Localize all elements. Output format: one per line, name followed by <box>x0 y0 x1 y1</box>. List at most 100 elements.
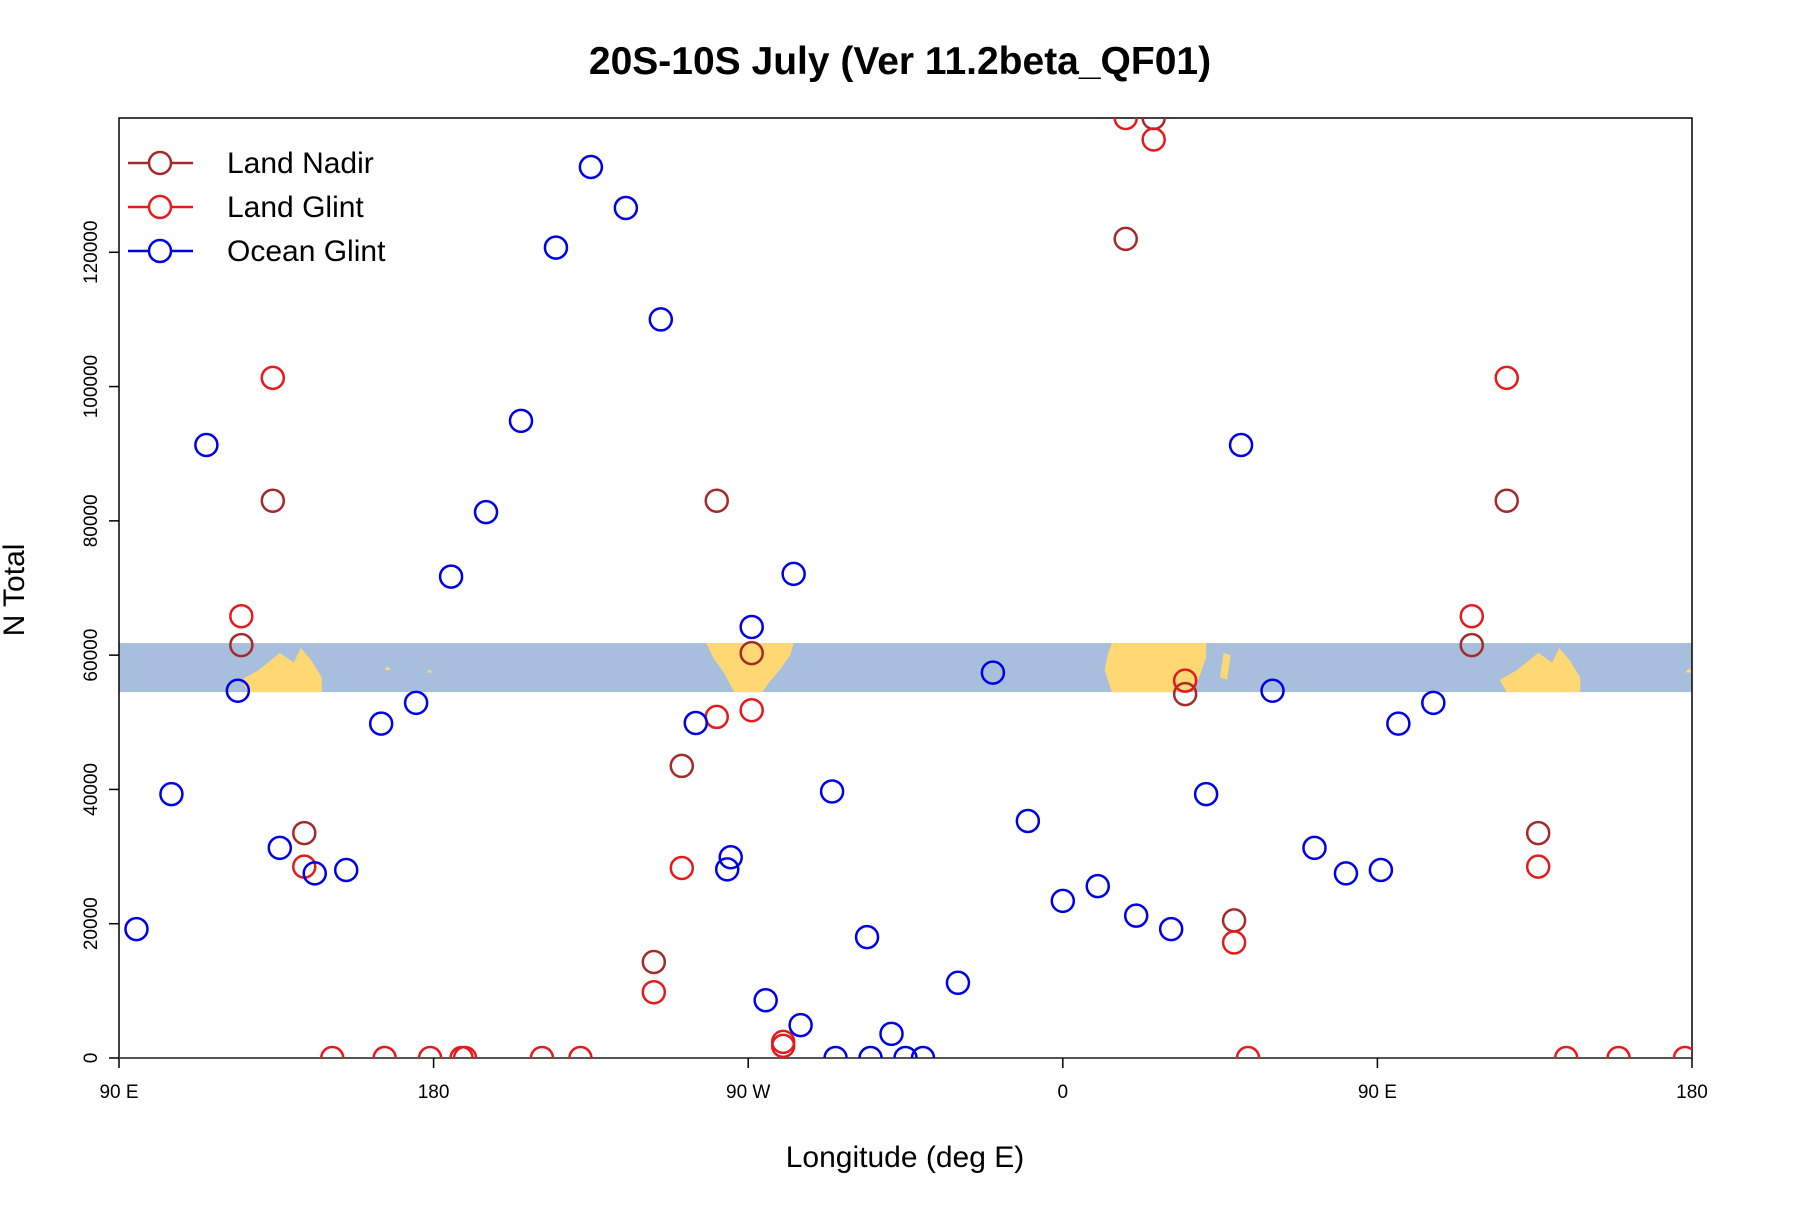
ocean-glint-point <box>267 835 293 861</box>
y-tick-label: 100000 <box>81 355 102 418</box>
land-nadir-point <box>1525 820 1551 846</box>
ocean-glint-point <box>1333 861 1359 886</box>
y-axis-label: N Total <box>0 544 31 637</box>
legend-label: Land Nadir <box>227 147 374 180</box>
land-australia-east <box>1499 647 1581 693</box>
ocean-glint-point <box>508 408 534 434</box>
y-tick-label: 120000 <box>81 221 102 284</box>
ocean-glint-point <box>648 307 674 332</box>
ocean-glint-point <box>1193 781 1219 807</box>
ocean-glint-point-group <box>124 154 1446 1058</box>
land-nadir-point <box>292 820 317 846</box>
ocean-glint-point <box>858 1045 883 1058</box>
ocean-glint-point <box>543 235 569 260</box>
ocean-glint-point <box>1228 432 1254 458</box>
y-tick-label: 20000 <box>81 897 102 950</box>
y-tick-label: 60000 <box>81 629 102 682</box>
land-island-fiji <box>426 669 433 673</box>
ocean-glint-point <box>403 690 429 716</box>
legend-marker <box>147 194 173 220</box>
chart-title: 20S-10S July (Ver 11.2beta_QF01) <box>589 40 1211 83</box>
land-africa <box>1104 643 1207 693</box>
ocean-glint-point <box>893 1045 918 1058</box>
ocean-glint-point <box>1421 690 1446 716</box>
land-glint-point <box>1553 1045 1579 1058</box>
ocean-glint-point <box>781 561 806 587</box>
ocean-glint-point <box>1158 916 1184 942</box>
land-glint-point <box>1672 1045 1692 1058</box>
ocean-glint-point <box>823 1045 848 1058</box>
land-glint-point <box>669 855 695 881</box>
land-island-vanuatu <box>384 666 391 671</box>
ocean-glint-point <box>753 988 778 1013</box>
land-glint-point <box>1459 603 1485 629</box>
land-glint-point <box>529 1045 555 1058</box>
ocean-glint-point <box>879 1021 904 1047</box>
ocean-glint-point <box>819 779 845 804</box>
land-glint-point <box>372 1045 397 1058</box>
land-madagascar <box>1220 652 1231 680</box>
ocean-glint-point <box>788 1012 813 1038</box>
land-glint-point <box>739 697 764 723</box>
land-nadir-point <box>739 640 764 666</box>
ocean-glint-point <box>368 711 394 736</box>
ocean-glint-point <box>1015 808 1041 834</box>
ocean-glint-point <box>225 678 251 703</box>
x-tick-label: 180 <box>1676 1082 1708 1103</box>
x-tick-label: 0 <box>1058 1082 1069 1103</box>
ocean-glint-point <box>1260 678 1285 703</box>
ocean-glint-point <box>1368 857 1394 883</box>
land-glint-point <box>452 1045 478 1058</box>
land-glint-point <box>704 704 729 730</box>
land-nadir-point <box>1172 681 1198 707</box>
land-nadir-point <box>229 632 254 658</box>
land-glint-point <box>1221 930 1247 955</box>
ocean-glint-point <box>1123 903 1149 928</box>
land-australia-west <box>241 647 322 693</box>
x-tick-label: 90 W <box>726 1082 770 1103</box>
land-nadir-point-group <box>229 118 1551 975</box>
land-glint-point <box>319 1045 345 1058</box>
ocean-glint-point <box>194 432 219 458</box>
land-nadir-point <box>704 488 729 513</box>
ocean-glint-point <box>1085 873 1111 899</box>
ocean-glint-point <box>302 861 328 886</box>
land-glint-point <box>1525 854 1551 879</box>
land-nadir-point <box>1221 908 1247 933</box>
legend-marker <box>147 238 173 264</box>
land-glint-point <box>417 1045 443 1058</box>
ocean-glint-point <box>980 660 1006 685</box>
legend-marker <box>147 150 173 176</box>
land-glint-point <box>770 1033 796 1058</box>
land-nadir-point <box>641 949 667 975</box>
y-tick-label: 80000 <box>81 494 102 547</box>
land-glint-point <box>260 365 286 391</box>
y-tick-label: 40000 <box>81 763 102 816</box>
land-glint-point <box>1606 1045 1631 1058</box>
ocean-glint-point <box>945 970 971 996</box>
ocean-glint-point <box>1386 711 1411 736</box>
ocean-glint-point <box>124 916 149 942</box>
land-glint-point <box>229 603 254 629</box>
land-glint-point <box>1494 365 1519 391</box>
land-nadir-point <box>1459 632 1485 658</box>
ocean-glint-point <box>683 710 709 736</box>
land-island-east <box>1685 668 1692 673</box>
land-glint-point <box>1141 127 1166 152</box>
land-nadir-point <box>1113 226 1138 252</box>
land-glint-point <box>1113 118 1138 131</box>
ocean-glint-point <box>438 564 464 589</box>
ocean-glint-point <box>473 499 499 525</box>
x-axis-label: Longitude (deg E) <box>786 1141 1025 1174</box>
land-glint-point <box>641 979 667 1005</box>
land-nadir-point <box>669 753 695 779</box>
x-tick-label: 180 <box>418 1082 450 1103</box>
ocean-glint-point <box>739 614 764 640</box>
x-tick-label: 90 E <box>1358 1082 1397 1103</box>
land-glint-point <box>568 1045 593 1058</box>
land-glint-point <box>1172 668 1198 693</box>
ocean-glint-point <box>910 1045 936 1058</box>
y-tick-label: 0 <box>81 1053 102 1064</box>
ocean-glint-point <box>578 154 604 180</box>
